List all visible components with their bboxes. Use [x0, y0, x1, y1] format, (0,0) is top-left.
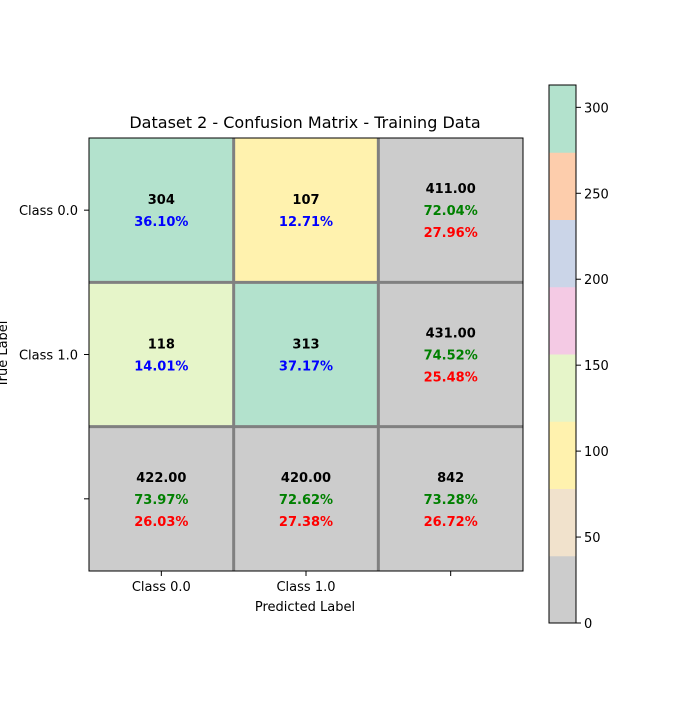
x-tick-label: Class 1.0 [276, 580, 335, 595]
matrix-cell [378, 138, 524, 283]
x-tick-label: Class 0.0 [132, 580, 191, 595]
colorbar-segment [549, 421, 576, 489]
colorbar-tick-label: 150 [584, 359, 609, 374]
colorbar-tick-label: 0 [584, 617, 592, 632]
matrix-cell [89, 426, 234, 571]
cell-value-label: 842 [437, 471, 464, 486]
cell-value-label: 27.96% [424, 226, 478, 241]
colorbar-tick-label: 100 [584, 445, 609, 460]
colorbar-segment [549, 286, 576, 355]
cell-value-label: 36.10% [134, 215, 188, 230]
colorbar-segment [549, 488, 576, 557]
colorbar-tick-label: 300 [584, 101, 609, 116]
cell-value-label: 431.00 [426, 326, 476, 341]
matrix-cell [378, 282, 524, 427]
matrix-cell [233, 426, 379, 571]
cell-value-label: 72.62% [279, 493, 333, 508]
matrix-cell [233, 138, 379, 283]
cell-value-label: 313 [292, 337, 319, 352]
colorbar-segment [549, 354, 576, 422]
y-tick-label: Class 1.0 [19, 348, 78, 363]
colorbar-tick-label: 250 [584, 187, 609, 202]
matrix-cell [89, 282, 234, 427]
cell-value-label: 304 [148, 193, 175, 208]
colorbar-segment [549, 555, 576, 624]
cell-value-label: 26.72% [424, 515, 478, 530]
colorbar-segment [549, 152, 576, 220]
cell-value-label: 411.00 [426, 182, 476, 197]
chart-title: Dataset 2 - Confusion Matrix - Training … [129, 113, 480, 132]
colorbar-segment [549, 219, 576, 288]
cell-value-label: 420.00 [281, 471, 331, 486]
matrix-cell [378, 426, 524, 571]
y-tick-label: Class 0.0 [19, 204, 78, 219]
cell-value-label: 107 [292, 193, 319, 208]
cell-value-label: 72.04% [424, 204, 478, 219]
cell-value-label: 37.17% [279, 359, 333, 374]
colorbar-tick-label: 50 [584, 531, 601, 546]
matrix-cell [89, 138, 234, 283]
colorbar-tick-label: 200 [584, 273, 609, 288]
cell-value-label: 12.71% [279, 215, 333, 230]
cell-value-label: 118 [148, 337, 175, 352]
matrix-cell [233, 282, 379, 427]
colorbar-frame [548, 84, 577, 624]
cell-value-label: 74.52% [424, 348, 478, 363]
cell-value-label: 25.48% [424, 370, 478, 385]
cell-value-label: 73.97% [134, 493, 188, 508]
cell-value-label: 27.38% [279, 515, 333, 530]
colorbar-segment [549, 85, 576, 153]
y-axis-label: True Label [0, 321, 11, 389]
x-axis-label: Predicted Label [255, 600, 355, 615]
cell-value-label: 26.03% [134, 515, 188, 530]
cell-value-label: 422.00 [136, 471, 186, 486]
cell-value-label: 73.28% [424, 493, 478, 508]
cell-value-label: 14.01% [134, 359, 188, 374]
